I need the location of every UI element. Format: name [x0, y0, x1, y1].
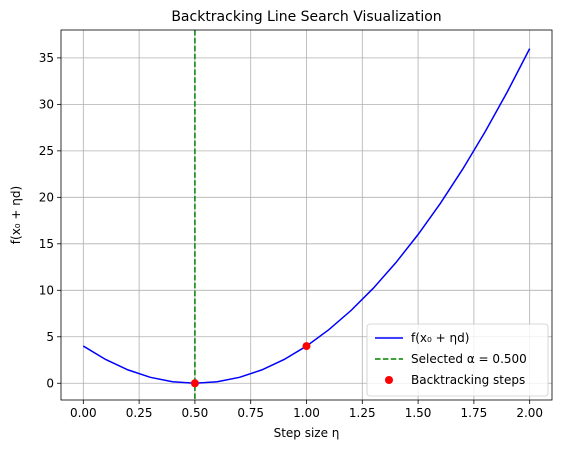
- x-tick-label: 0.75: [237, 406, 264, 420]
- y-tick-label: 35: [39, 51, 54, 65]
- backtracking-step-point: [190, 379, 199, 388]
- x-tick-label: 1.50: [405, 406, 432, 420]
- x-tick-label: 1.25: [349, 406, 376, 420]
- legend-box: [366, 323, 549, 397]
- y-tick-label: 30: [39, 97, 54, 111]
- legend: f(x₀ + ηd) Selected α = 0.500 Backtracking…: [366, 323, 549, 397]
- y-tick-label: 5: [46, 330, 54, 344]
- x-axis-label: Step size η: [274, 426, 340, 440]
- x-tick-label: 1.75: [461, 406, 488, 420]
- x-tick-label: 0.50: [182, 406, 209, 420]
- legend-label: Selected α = 0.500: [411, 352, 527, 366]
- y-axis-label: f(x₀ + ηd): [9, 186, 23, 244]
- y-tick-label: 20: [39, 190, 54, 204]
- y-ticks: 0 5 10 15 20 25 30 35: [39, 51, 61, 390]
- y-tick-label: 10: [39, 283, 54, 297]
- legend-marker-swatch: [385, 376, 393, 384]
- x-tick-label: 2.00: [516, 406, 543, 420]
- legend-label: f(x₀ + ηd): [411, 331, 469, 345]
- x-tick-label: 0.00: [70, 406, 97, 420]
- series-layer: [82, 30, 531, 400]
- y-tick-label: 0: [46, 376, 54, 390]
- y-tick-label: 25: [39, 144, 54, 158]
- y-tick-label: 15: [39, 237, 54, 251]
- x-ticks: 0.00 0.25 0.50 0.75 1.00 1.25 1.50 1.75 2.00: [70, 400, 543, 420]
- legend-label: Backtracking steps: [411, 373, 525, 387]
- x-tick-label: 0.25: [126, 406, 153, 420]
- x-tick-label: 1.00: [293, 406, 320, 420]
- chart-title: Backtracking Line Search Visualization: [171, 9, 441, 25]
- backtracking-step-point: [302, 342, 311, 351]
